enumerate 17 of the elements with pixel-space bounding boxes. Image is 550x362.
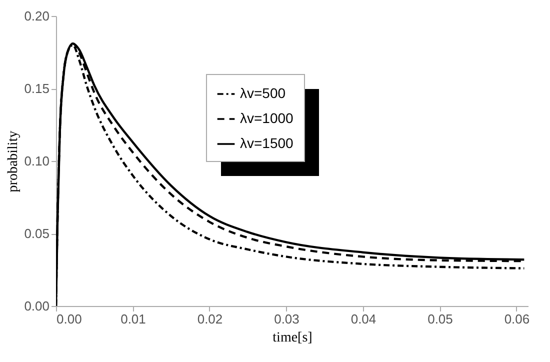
legend-label: λv=500 [240, 85, 286, 101]
x-tick-label: 0.00 [56, 312, 82, 326]
y-tick-label: 0.20 [24, 8, 50, 24]
y-axis-title: probability [6, 130, 22, 192]
y-tick-label: 0.00 [24, 298, 50, 314]
x-tick-label: 0.02 [197, 312, 223, 326]
x-tick-label: 0.06 [504, 312, 530, 326]
y-tick-label: 0.15 [24, 81, 50, 96]
y-tick-label: 0.10 [24, 154, 50, 168]
y-tick-label: 0.05 [24, 226, 50, 241]
x-tick-label: 0.04 [350, 312, 376, 326]
legend-label: λv=1500 [240, 135, 294, 151]
legend-label: λv=1000 [240, 110, 294, 126]
x-tick-label: 0.05 [428, 312, 453, 326]
x-axis-title: time[s] [272, 330, 312, 346]
x-tick-label: 0.01 [120, 312, 146, 326]
x-tick-label: 0.03 [274, 312, 300, 326]
